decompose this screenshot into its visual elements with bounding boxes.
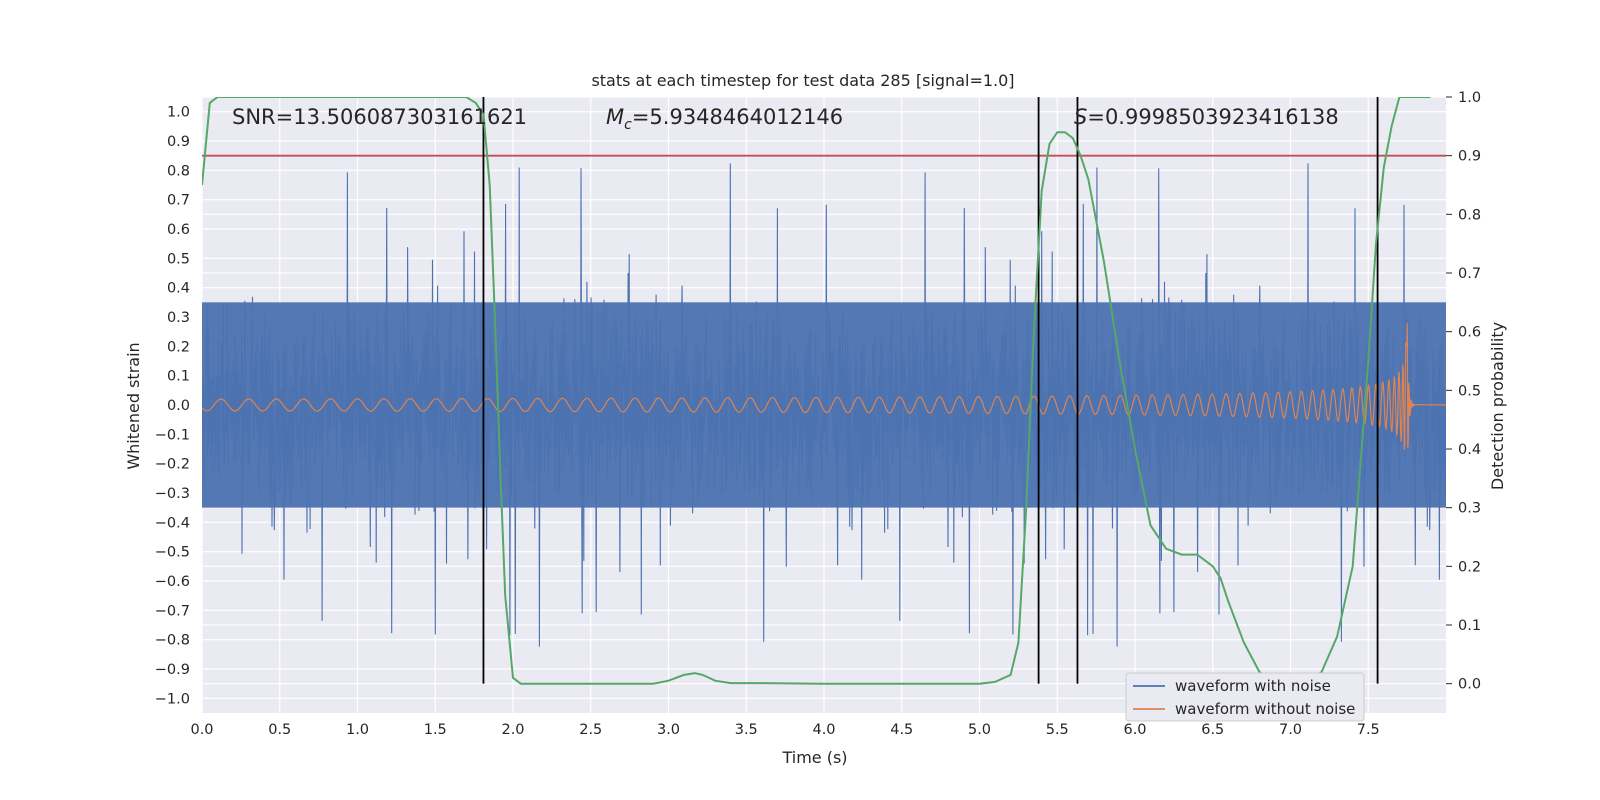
x-tick-label: 1.0 bbox=[346, 722, 369, 738]
vertical-lines bbox=[482, 97, 1379, 684]
series-waveform-with-noise bbox=[202, 163, 1446, 647]
x-tick-label: 3.0 bbox=[657, 722, 680, 738]
x-tick-label: 7.0 bbox=[1279, 722, 1302, 738]
x-tick-label: 2.5 bbox=[579, 722, 602, 738]
right-tick-label: 0.6 bbox=[1458, 325, 1481, 341]
left-tick-label: −0.4 bbox=[155, 515, 190, 531]
x-tick-label: 1.5 bbox=[424, 722, 447, 738]
mc-value: =5.9348464012146 bbox=[632, 105, 843, 129]
left-tick-label: −0.2 bbox=[155, 457, 190, 473]
right-tick-label: 0.0 bbox=[1458, 677, 1481, 693]
y-axis-label-left: Whitened strain bbox=[124, 342, 143, 469]
left-tick-label: 0.9 bbox=[167, 134, 190, 150]
right-tick-label: 0.3 bbox=[1458, 501, 1481, 517]
right-tick-label: 0.4 bbox=[1458, 442, 1481, 458]
series-waveform-without-noise bbox=[202, 323, 1446, 450]
right-axis-ticks: 1.0 0.9 0.8 0.7 0.6 0.5 0.4 0.3 0.2 0.1 0.0 bbox=[1446, 90, 1481, 693]
x-tick-label: 5.5 bbox=[1046, 722, 1069, 738]
left-tick-label: −1.0 bbox=[155, 691, 190, 707]
x-tick-label: 5.0 bbox=[968, 722, 991, 738]
legend: waveform with noise waveform without noi… bbox=[1125, 672, 1365, 722]
x-tick-label: 4.5 bbox=[890, 722, 913, 738]
left-tick-label: 0.5 bbox=[167, 251, 190, 267]
right-tick-label: 0.2 bbox=[1458, 559, 1481, 575]
left-tick-label: 1.0 bbox=[167, 105, 190, 121]
right-tick-label: 0.7 bbox=[1458, 266, 1481, 282]
mc-symbol: M bbox=[606, 105, 624, 129]
noise-dense-band bbox=[202, 302, 1446, 508]
x-tick-label: 2.0 bbox=[501, 722, 524, 738]
left-tick-label: −0.3 bbox=[155, 486, 190, 502]
x-tick-label: 3.5 bbox=[735, 722, 758, 738]
x-axis-ticks: 0.0 0.5 1.0 1.5 2.0 2.5 3.0 3.5 4.0 4.5 5.0 5.5 6.0 6… bbox=[190, 722, 1379, 738]
left-tick-label: 0.4 bbox=[167, 281, 190, 297]
left-tick-label: 0.3 bbox=[167, 310, 190, 326]
x-tick-label: 0.0 bbox=[190, 722, 213, 738]
left-tick-label: 0.2 bbox=[167, 339, 190, 355]
x-axis-label: Time (s) bbox=[781, 748, 847, 767]
y-axis-label-right: Detection probability bbox=[1488, 322, 1507, 490]
mc-annotation: Mc=5.9348464012146 bbox=[606, 105, 843, 133]
x-tick-label: 0.5 bbox=[268, 722, 291, 738]
left-tick-label: −0.9 bbox=[155, 662, 190, 678]
legend-box bbox=[1125, 672, 1365, 722]
x-tick-label: 6.5 bbox=[1201, 722, 1224, 738]
mc-subscript: c bbox=[624, 117, 632, 133]
left-tick-label: 0.0 bbox=[167, 398, 190, 414]
s-value: =0.9998503923416138 bbox=[1087, 105, 1338, 129]
left-tick-label: −0.1 bbox=[155, 427, 190, 443]
x-tick-label: 7.5 bbox=[1357, 722, 1380, 738]
left-tick-label: 0.6 bbox=[167, 222, 190, 238]
left-tick-label: −0.5 bbox=[155, 545, 190, 561]
x-tick-label: 4.0 bbox=[812, 722, 835, 738]
s-annotation: S=0.9998503923416138 bbox=[1074, 105, 1339, 129]
legend-label-clean: waveform without noise bbox=[1175, 700, 1355, 718]
s-symbol: S bbox=[1074, 105, 1087, 129]
right-tick-label: 0.1 bbox=[1458, 618, 1481, 634]
right-tick-label: 0.8 bbox=[1458, 207, 1481, 223]
chart-title: stats at each timestep for test data 285… bbox=[591, 71, 1014, 90]
snr-annotation: SNR=13.506087303161621 bbox=[232, 105, 527, 129]
left-tick-label: −0.7 bbox=[155, 603, 190, 619]
left-tick-label: −0.6 bbox=[155, 574, 190, 590]
left-tick-label: 0.1 bbox=[167, 369, 190, 385]
left-tick-label: −0.8 bbox=[155, 633, 190, 649]
legend-label-noise: waveform with noise bbox=[1175, 677, 1331, 695]
clean-waveform-path bbox=[202, 323, 1446, 450]
right-tick-label: 0.9 bbox=[1458, 149, 1481, 165]
left-tick-label: 0.8 bbox=[167, 163, 190, 179]
left-tick-label: 0.7 bbox=[167, 193, 190, 209]
x-tick-label: 6.0 bbox=[1123, 722, 1146, 738]
right-tick-label: 1.0 bbox=[1458, 90, 1481, 106]
right-tick-label: 0.5 bbox=[1458, 383, 1481, 399]
left-axis-ticks: 1.0 0.9 0.8 0.7 0.6 0.5 0.4 0.3 0.2 0.1 0.0 −0.1 −0.… bbox=[155, 105, 190, 708]
